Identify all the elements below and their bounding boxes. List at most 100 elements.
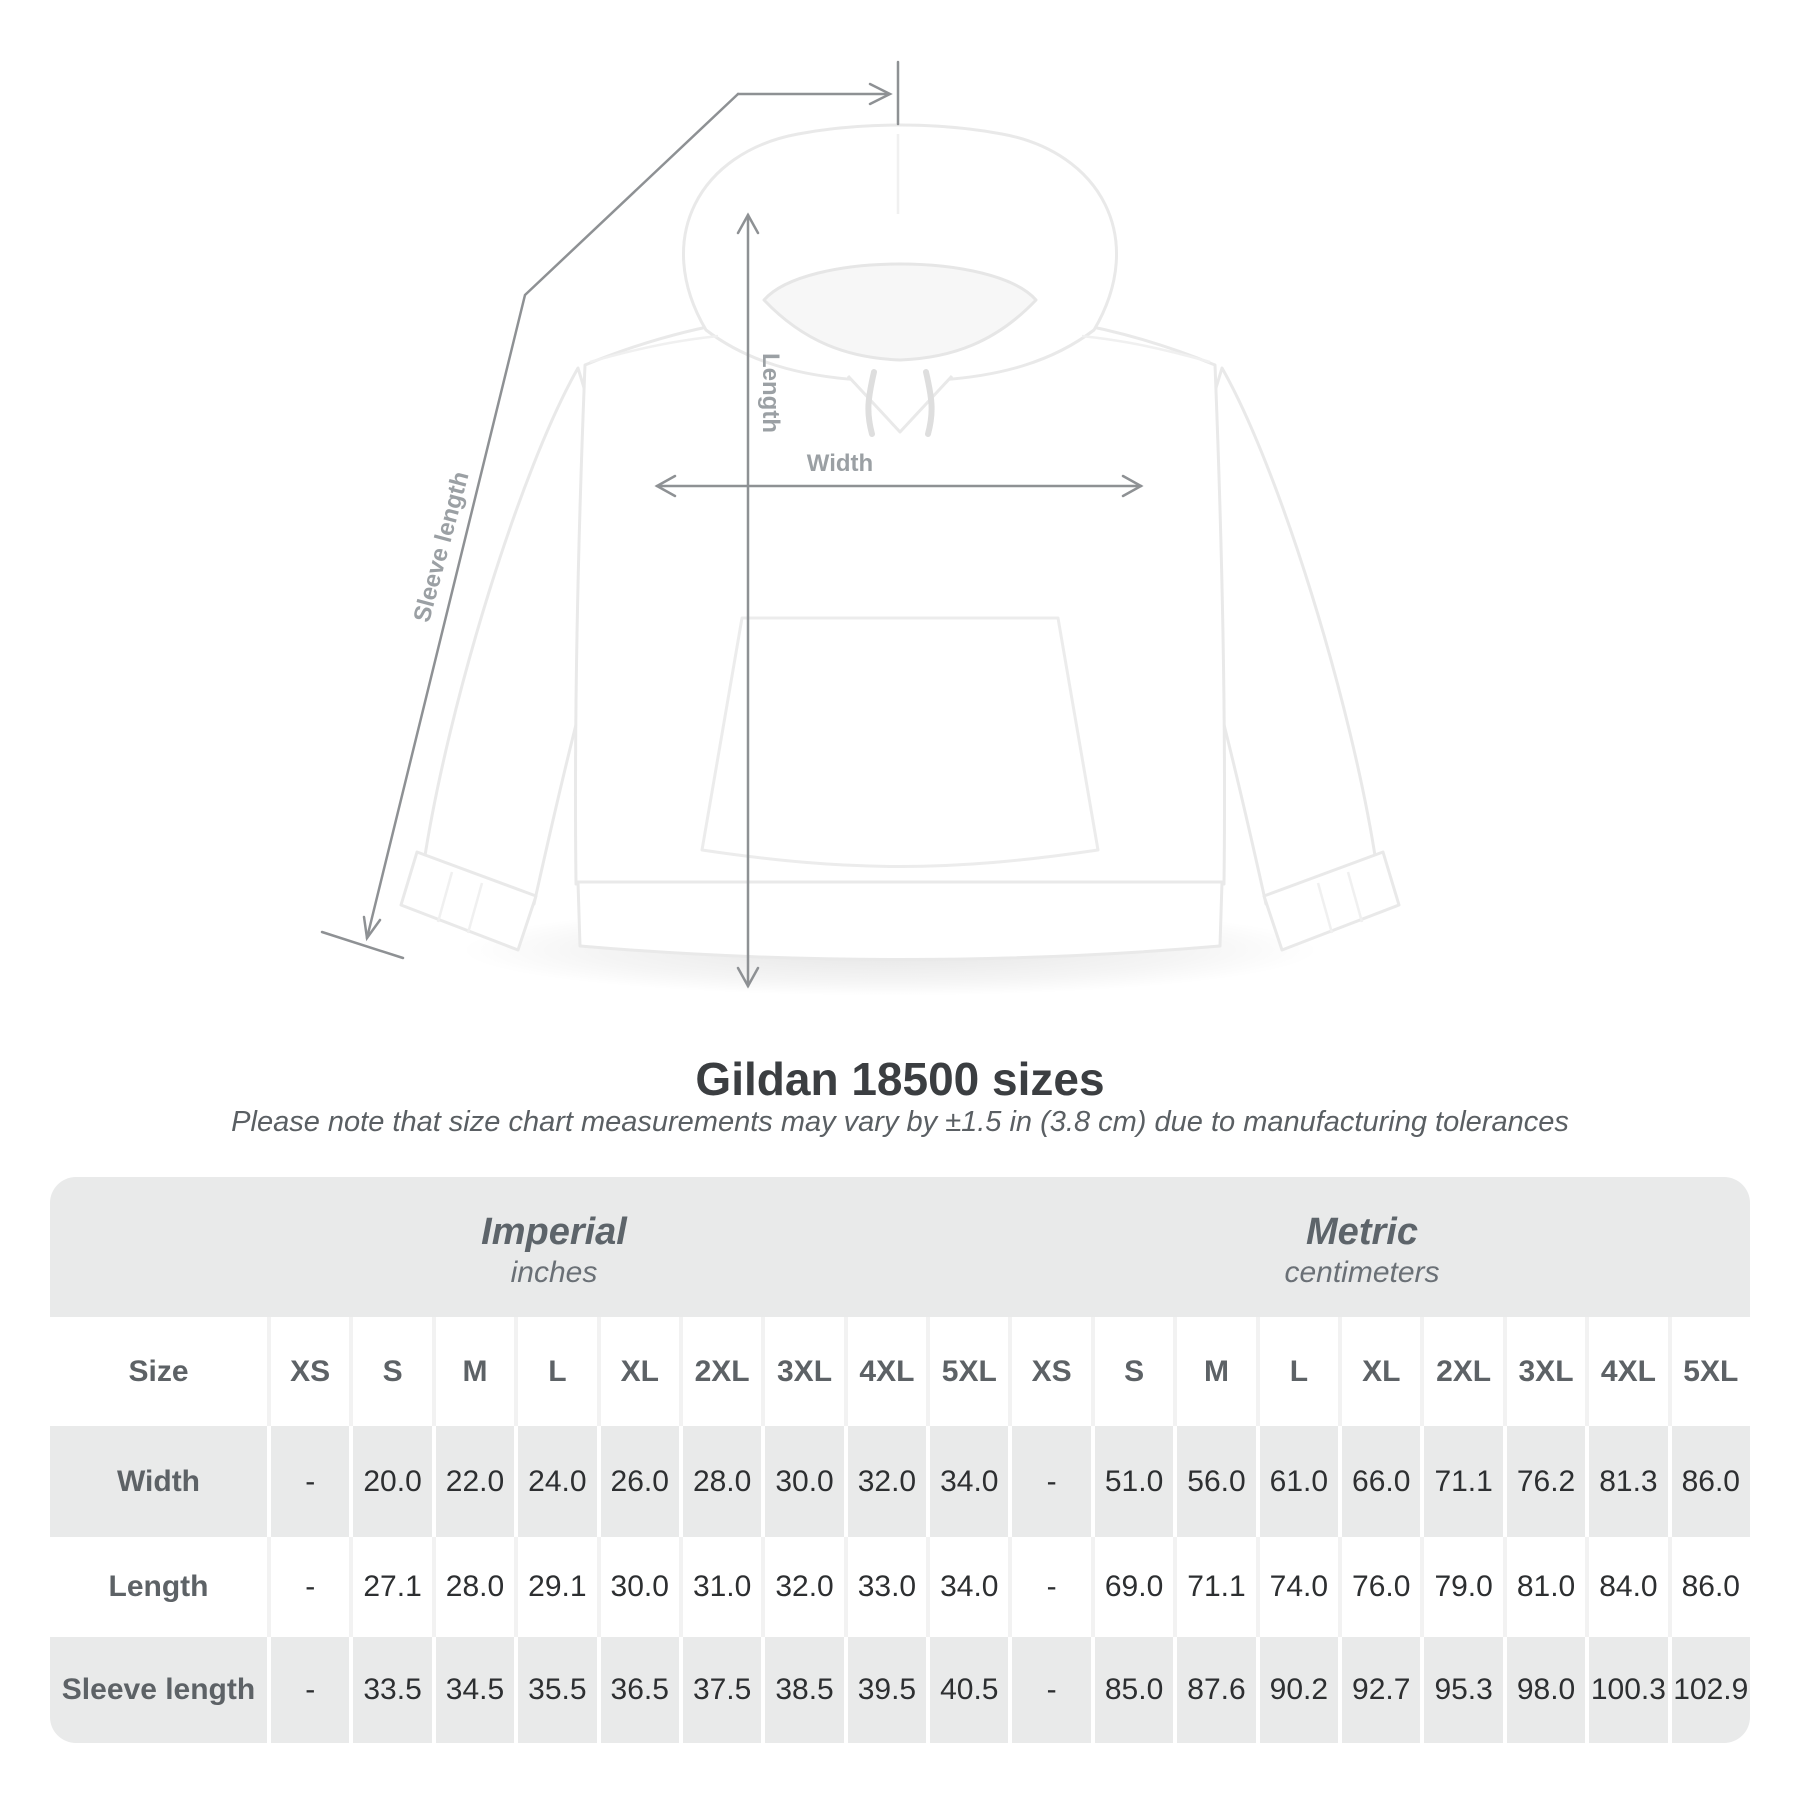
imperial-header: Imperial inches [481,1177,627,1317]
size-col-header-metric: 3XL [1502,1317,1586,1426]
size-value: 30.0 [761,1426,844,1537]
size-col-header-imperial: L [514,1317,597,1426]
length-measure-line [736,212,760,989]
hoodie-measurement-diagram: Sleeve length Length Width [320,60,1401,996]
size-value: 24.0 [514,1426,597,1537]
size-value: 35.5 [514,1637,597,1743]
row-label: Length [50,1537,267,1637]
size-col-header-imperial: XL [596,1317,679,1426]
metric-unit: centimeters [1284,1256,1440,1289]
right-cuff-rib [1316,871,1364,934]
size-value: 81.3 [1585,1426,1668,1537]
size-value: - [267,1637,350,1743]
width-measure-line [654,474,1144,498]
right-shoulder-seam [1081,334,1211,364]
left-cuff-rib [436,871,484,934]
size-col-header-metric: M [1173,1317,1256,1426]
size-value: - [1008,1426,1091,1537]
metric-header: Metric centimeters [1284,1177,1439,1317]
size-value: 74.0 [1255,1537,1339,1637]
size-value: 76.2 [1502,1426,1586,1537]
size-value: 34.0 [926,1537,1009,1637]
size-value: 87.6 [1173,1637,1256,1743]
size-value: 30.0 [596,1537,679,1637]
size-value: 29.1 [514,1537,597,1637]
size-value: 22.0 [431,1426,515,1537]
kangaroo-pocket [700,616,1100,868]
size-value: 102.9 [1667,1637,1750,1743]
size-col-header-metric: 5XL [1667,1317,1750,1426]
size-col-header-imperial: 2XL [678,1317,762,1426]
size-value: 20.0 [349,1426,432,1537]
size-value: 71.1 [1173,1537,1256,1637]
size-value: 28.0 [431,1537,515,1637]
size-grid: Size XS S M L XL 2XL 3XL 4XL 5XL XS S M L XL 2XL 3XL 4XL 5… [50,1317,1750,1743]
size-value: 36.5 [596,1637,679,1743]
size-col-header-metric: 2XL [1420,1317,1503,1426]
size-value: 27.1 [349,1537,432,1637]
size-col-header-metric: L [1255,1317,1339,1426]
size-col-header-metric: S [1090,1317,1174,1426]
metric-title: Metric [1306,1211,1418,1253]
size-value: 37.5 [678,1637,762,1743]
size-col-header-imperial: 4XL [843,1317,927,1426]
size-value: 100.3 [1585,1637,1668,1743]
row-label: Sleeve length [50,1637,267,1743]
size-col-header-metric: XL [1338,1317,1421,1426]
page-title: Gildan 18500 sizes [695,1053,1105,1105]
size-value: 39.5 [843,1637,927,1743]
size-col-header-imperial: S [349,1317,432,1426]
size-value: 76.0 [1338,1537,1421,1637]
size-value: 33.0 [843,1537,927,1637]
unit-header-band: Imperial inches Metric centimeters [50,1177,1750,1317]
left-shoulder-seam [589,334,719,364]
size-value: 71.1 [1420,1426,1503,1537]
size-value: 34.0 [926,1426,1009,1537]
size-header: Size [50,1317,267,1426]
neck-notch [846,374,954,434]
size-value: 34.5 [431,1637,515,1743]
size-value: 86.0 [1667,1426,1750,1537]
width-label: Width [806,450,874,477]
size-value: - [1008,1637,1091,1743]
size-value: 79.0 [1420,1537,1503,1637]
size-table: Imperial inches Metric centimeters Size X… [50,1177,1750,1743]
size-value: 26.0 [596,1426,679,1537]
size-value: - [1008,1537,1091,1637]
size-value: - [267,1537,350,1637]
size-value: 98.0 [1502,1637,1586,1743]
size-value: - [267,1426,350,1537]
hood-opening [762,262,1038,362]
size-value: 33.5 [349,1637,432,1743]
hoodie-illustration [320,60,1401,996]
size-col-header-imperial: 3XL [761,1317,844,1426]
size-value: 38.5 [761,1637,844,1743]
tolerance-note: Please note that size chart measurements… [231,1106,1569,1138]
size-value: 90.2 [1255,1637,1339,1743]
size-col-header-imperial: XS [267,1317,350,1426]
size-value: 69.0 [1090,1537,1174,1637]
length-label: Length [757,353,784,433]
size-col-header-imperial: 5XL [926,1317,1009,1426]
hem-band [576,880,1224,961]
right-cuff [1262,850,1401,952]
left-cuff [399,850,538,952]
size-value: 32.0 [843,1426,927,1537]
size-value: 51.0 [1090,1426,1174,1537]
imperial-unit: inches [510,1256,598,1289]
size-value: 85.0 [1090,1637,1174,1743]
size-value: 81.0 [1502,1537,1586,1637]
left-drawstring [865,369,877,437]
size-value: 56.0 [1173,1426,1256,1537]
size-value: 28.0 [678,1426,762,1537]
row-label: Width [50,1426,267,1537]
size-col-header-metric: XS [1008,1317,1091,1426]
size-value: 86.0 [1667,1537,1750,1637]
right-drawstring [923,369,935,437]
size-value: 32.0 [761,1537,844,1637]
sleeve-length-measure-line [320,60,900,960]
size-col-header-metric: 4XL [1585,1317,1668,1426]
size-value: 40.5 [926,1637,1009,1743]
size-value: 92.7 [1338,1637,1421,1743]
